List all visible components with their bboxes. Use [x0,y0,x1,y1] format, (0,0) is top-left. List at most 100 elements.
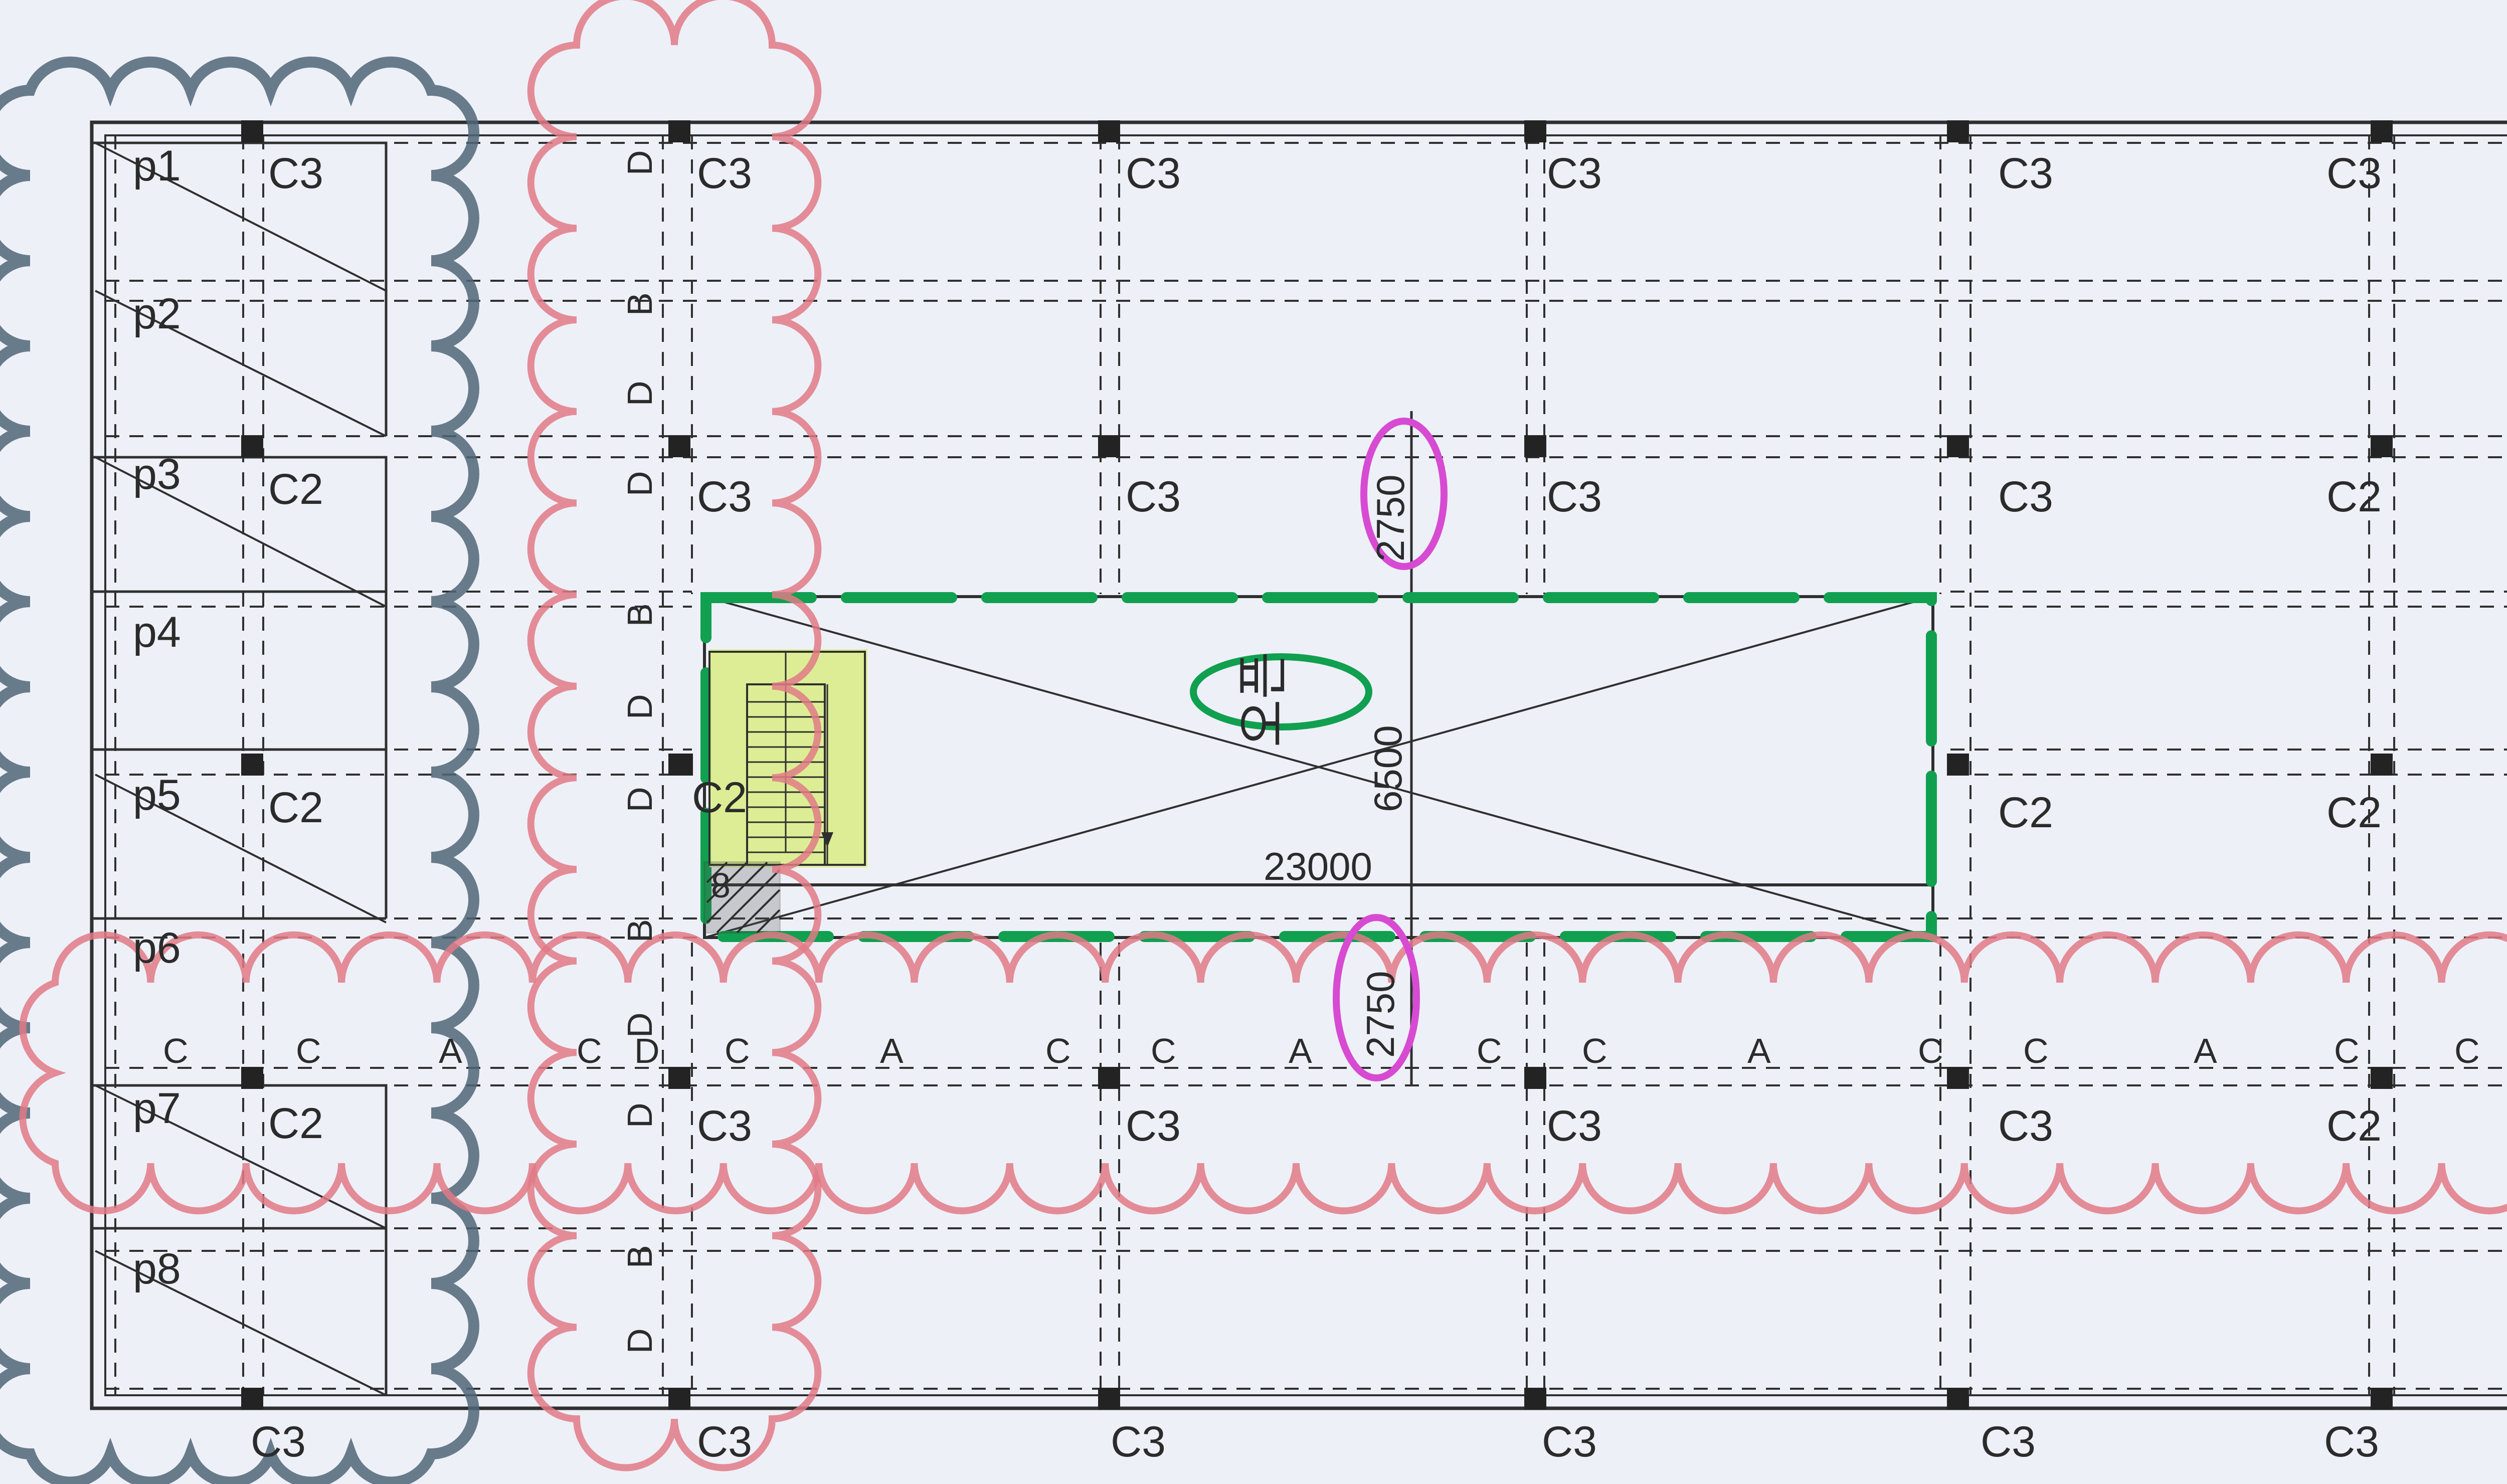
beam-label: A [1747,1031,1771,1070]
column-marker [1947,1388,1969,1410]
beam-label: D [620,1012,659,1038]
column-label: C3 [1126,473,1181,521]
column-marker [1947,754,1969,776]
beam-label: B [620,919,659,943]
column-label: C2 [2326,473,2382,521]
dimension-top-circle [1360,418,1448,570]
column-marker [1098,435,1120,457]
column-label: C2 [268,784,323,832]
column-marker [1524,1388,1546,1410]
column-marker [2371,754,2393,776]
column-label: C3 [251,1418,306,1466]
column-label: C3 [697,1102,752,1150]
column-marker [1947,1067,1969,1089]
column-label: C3 [268,149,323,198]
column-label: C3 [1111,1418,1166,1466]
panel-label: p4 [133,608,181,656]
column-marker [241,754,263,776]
beam-label: C [1918,1031,1943,1070]
column-label: C3 [1542,1418,1597,1466]
column-marker [1524,1067,1546,1089]
highlight-marks [1190,418,1448,1081]
beam-label: C [1045,1031,1071,1070]
left-bay-cloud [0,56,479,1484]
beam-label: D [620,471,659,496]
column-label: C3 [2326,149,2382,198]
column-label: C3 [1998,473,2053,521]
panel-label: p2 [133,290,181,338]
left-bay-slabs [92,141,388,1396]
column-marker [1098,120,1120,142]
column-marker [2371,1067,2393,1089]
opening-green-outline [700,592,1937,942]
frame [90,120,2507,1410]
beam-label: D [620,381,659,406]
beam-label: B [620,603,659,627]
column-label: C2 [1998,789,2053,837]
column-label: C2 [268,1099,323,1148]
column-label: C3 [1126,149,1181,198]
column-marker [241,1067,263,1089]
dimension-label: 2750 [1358,971,1402,1058]
column-label: C3 [1998,149,2053,198]
beam-label: B [620,292,659,316]
beam-label: C [2334,1031,2360,1070]
plan-labels: C3 C3 C3 C3 C3 C3 C3 C3 C3 C2 C2 C2 C2 C3 C3 C3 C3 C2 C3 C3… [133,142,2480,1466]
column-label: C3 [697,473,752,521]
column-marker [1524,435,1546,457]
column-marker [2371,1388,2393,1410]
column-marker [241,120,263,142]
column-marker [668,120,690,142]
beam-label: D [634,1031,660,1070]
column-markers [241,120,2393,1410]
vertical-strip-cloud [527,0,822,1471]
column-marker [668,435,690,457]
column-marker [241,435,263,457]
column-marker [671,754,693,776]
column-label: C2 [692,774,747,822]
column-marker [2371,120,2393,142]
column-marker [1947,435,1969,457]
column-label: C2 [268,465,323,513]
panel-label: p3 [133,450,181,498]
column-label: C2 [2326,1102,2382,1150]
column-label: C3 [1981,1418,2036,1466]
beam-grid-horizontal [105,142,2507,1390]
beam-label: C [725,1031,750,1070]
column-label: C3 [697,149,752,198]
beam-label: A [2194,1031,2217,1070]
column-label: C2 [2326,789,2382,837]
column-marker [1524,120,1546,142]
beam-label: A [1289,1031,1312,1070]
panel-label: p8 [133,1245,181,1293]
beam-label: A [880,1031,904,1070]
horizontal-strip-cloud [19,931,2507,1215]
column-marker [1098,1067,1120,1089]
beam-label: C [296,1031,321,1070]
beam-label: A [439,1031,462,1070]
dimension-label: 2750 [1368,474,1412,562]
column-label: C3 [697,1418,752,1466]
column-label: C3 [2324,1418,2379,1466]
stair-landing [703,861,781,934]
opening-label-circle [1190,653,1372,730]
column-marker [241,1388,263,1410]
column-label: C3 [1998,1102,2053,1150]
beam-label: C [1151,1031,1176,1070]
column-marker [1947,120,1969,142]
beam-label: C [1582,1031,1607,1070]
panel-label: p7 [133,1084,181,1133]
beam-label: D [620,694,659,719]
beam-label: C [1477,1031,1502,1070]
beam-label: C [2454,1031,2480,1070]
panel-label: p5 [133,771,181,819]
beam-label: D [620,150,659,175]
beam-label: B [620,1245,659,1268]
beam-label: D [620,787,659,812]
beam-label: D [620,1328,659,1354]
panel-label: p6 [133,924,181,972]
beam-label: D [620,1102,659,1128]
